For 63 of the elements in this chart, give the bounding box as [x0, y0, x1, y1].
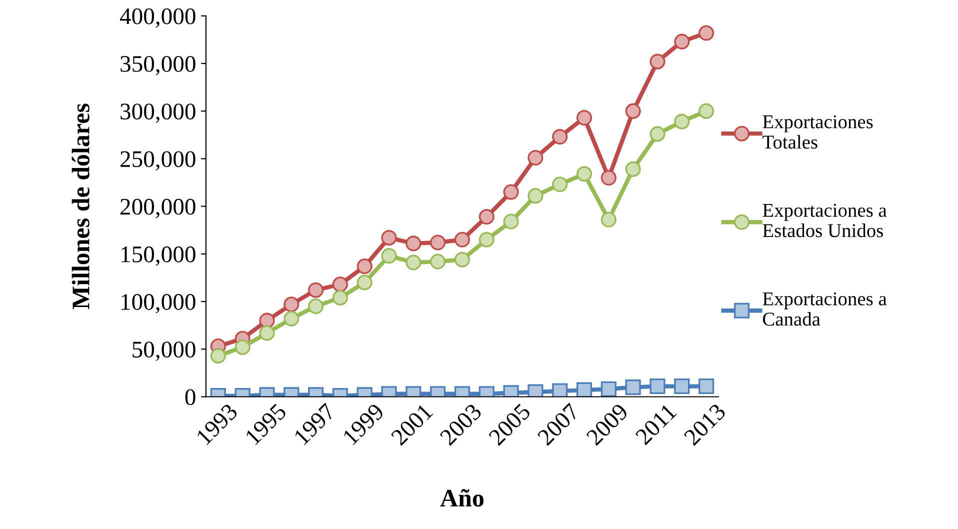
- x-axis-title: Año: [440, 488, 484, 507]
- legend-label: Exportaciones a Estados Unidos: [762, 204, 887, 238]
- legend-label: Exportaciones a Canada: [762, 292, 887, 326]
- point: [478, 209, 494, 225]
- point: [308, 282, 324, 298]
- point: [528, 384, 544, 397]
- point: [674, 378, 690, 394]
- point: [650, 126, 666, 142]
- point: [528, 150, 544, 166]
- point: [650, 54, 666, 70]
- point: [454, 232, 470, 248]
- point: [259, 325, 275, 341]
- point: [674, 114, 690, 130]
- y-tick-label: 300,000: [120, 104, 196, 123]
- point: [698, 25, 714, 41]
- point: [430, 234, 446, 250]
- point: [650, 378, 666, 394]
- point: [503, 214, 519, 230]
- point: [698, 103, 714, 119]
- point: [503, 184, 519, 200]
- point: [674, 34, 690, 50]
- point: [406, 236, 422, 252]
- point: [576, 382, 592, 397]
- point: [381, 248, 397, 264]
- point: [356, 274, 372, 290]
- point: [430, 254, 446, 270]
- x-tick-label: 2011: [634, 403, 678, 446]
- point: [552, 129, 568, 145]
- y-axis-title: Millones de dólares: [72, 104, 90, 310]
- y-tick-label: 50,000: [132, 342, 196, 361]
- point: [552, 383, 568, 397]
- y-tick-label: 200,000: [120, 198, 196, 218]
- y-tick-label: 400,000: [120, 8, 196, 28]
- point: [478, 232, 494, 248]
- y-tick-label: 100,000: [122, 294, 196, 314]
- point: [576, 166, 592, 182]
- point: [332, 290, 348, 306]
- point: [625, 379, 641, 396]
- y-tick-label: 150,000: [122, 246, 196, 266]
- point: [284, 296, 300, 312]
- point: [625, 103, 641, 119]
- point: [381, 230, 397, 246]
- point: [332, 276, 348, 292]
- point: [698, 378, 714, 394]
- y-tick-label: 350,000: [120, 56, 196, 76]
- x-tick-label: 1999: [342, 402, 385, 446]
- y-tick-label: 250,000: [120, 151, 196, 171]
- point: [600, 381, 616, 397]
- point: [210, 348, 226, 364]
- legend-label: Exportaciones Totales: [762, 115, 873, 149]
- point: [308, 298, 324, 314]
- point: [284, 310, 300, 326]
- point: [406, 254, 422, 270]
- point: [552, 176, 568, 192]
- point: [576, 110, 592, 126]
- point: [356, 258, 372, 274]
- point: [600, 170, 616, 186]
- y-tick-label: 0: [185, 389, 196, 406]
- point: [600, 212, 616, 228]
- point: [234, 339, 250, 356]
- point: [454, 252, 470, 268]
- point: [528, 188, 544, 204]
- point: [625, 161, 641, 177]
